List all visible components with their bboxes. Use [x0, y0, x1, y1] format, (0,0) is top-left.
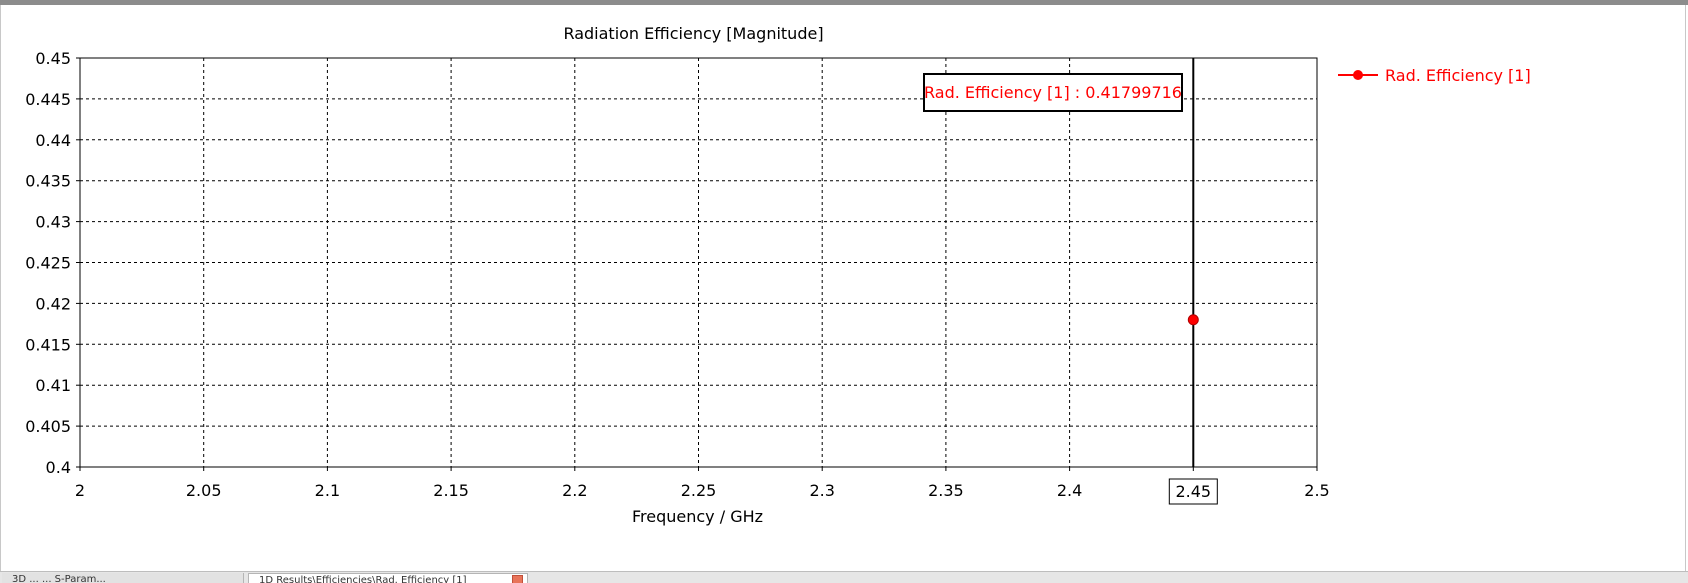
y-tick-label: 0.41: [35, 376, 71, 395]
data-point[interactable]: [1187, 314, 1199, 326]
marker-annotation-box: [923, 73, 1183, 112]
x-tick-label: 2.25: [681, 481, 717, 500]
x-tick-label: 2.4: [1057, 481, 1082, 500]
tab-3d-view-label: 3D ... ... S-Param...: [12, 574, 106, 583]
y-tick-label: 0.42: [35, 294, 71, 313]
tab-rad-efficiency-label: 1D Results\Efficiencies\Rad. Efficiency …: [259, 575, 467, 583]
y-tick-label: 0.425: [25, 254, 71, 273]
tab-rad-efficiency[interactable]: 1D Results\Efficiencies\Rad. Efficiency …: [248, 573, 528, 583]
marker-annotation: Rad. Efficiency [1] : 0.41799716: [924, 83, 1182, 102]
marker-x-value: 2.45: [1175, 482, 1211, 501]
x-tick-label: 2.05: [186, 481, 222, 500]
y-tick-label: 0.405: [25, 417, 71, 436]
tab-3d-view[interactable]: 3D ... ... S-Param...: [2, 573, 244, 583]
chart-title: Radiation Efficiency [Magnitude]: [563, 24, 823, 43]
x-tick-label: 2.5: [1304, 481, 1329, 500]
legend-marker: [1353, 70, 1363, 80]
close-icon[interactable]: [512, 575, 523, 583]
x-tick-label: 2.2: [562, 481, 587, 500]
x-axis-label: Frequency / GHz: [632, 507, 763, 526]
y-tick-label: 0.435: [25, 172, 71, 191]
window-top-border: [0, 0, 1688, 5]
x-tick-label: 2.15: [433, 481, 469, 500]
legend-label: Rad. Efficiency [1]: [1385, 66, 1531, 85]
y-tick-label: 0.4: [46, 458, 71, 477]
x-tick-label: 2.1: [315, 481, 340, 500]
y-tick-label: 0.44: [35, 131, 71, 150]
radiation-efficiency-chart[interactable]: 2 2.05 2.1 2.15 2.2 2.25 2.3 2.35 2.4 2.45 2.5 0.45…: [1, 5, 1687, 571]
x-tick-label: 2.35: [928, 481, 964, 500]
tab-bar: 3D ... ... S-Param... 1D Results\Efficie…: [0, 571, 1688, 583]
y-tick-label: 0.445: [25, 90, 71, 109]
plot-border: [79, 57, 1318, 468]
y-tick-label: 0.43: [35, 213, 71, 232]
y-tick-label: 0.45: [35, 49, 71, 68]
y-tick-label: 0.415: [25, 335, 71, 354]
marker-x-value-box: [1168, 478, 1218, 505]
x-tick-label: 2: [75, 481, 85, 500]
x-tick-label: 2.3: [809, 481, 834, 500]
plot-window: 2 2.05 2.1 2.15 2.2 2.25 2.3 2.35 2.4 2.45 2.5 0.45…: [0, 5, 1686, 571]
